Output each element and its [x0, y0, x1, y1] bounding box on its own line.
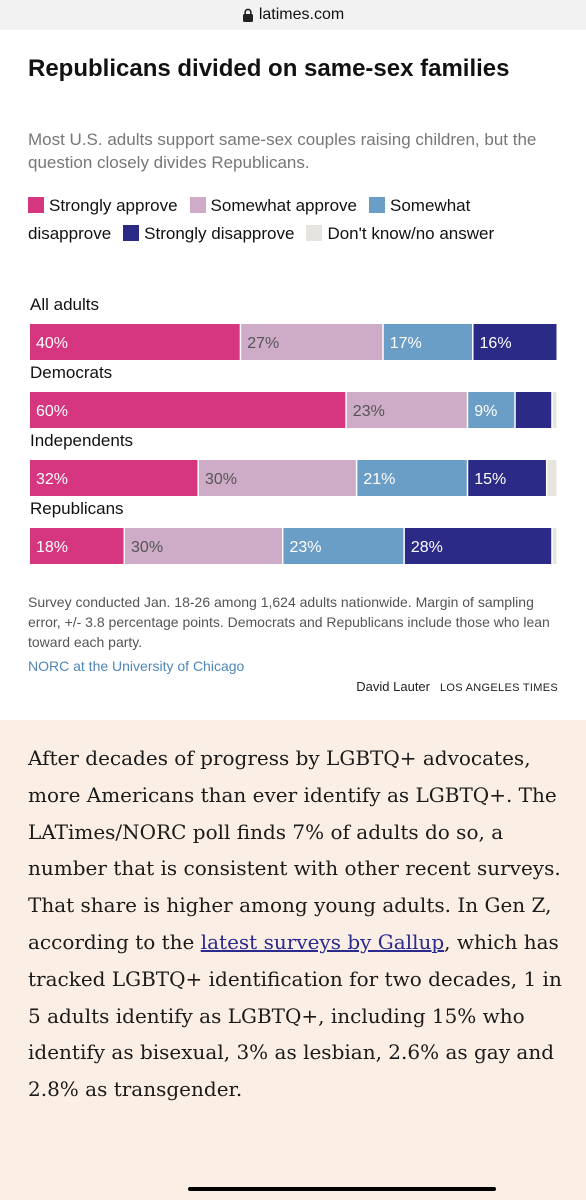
stacked-bar-chart: All adults 40% 27% 17% 16% Democrats 60% 23% 9% I…	[30, 295, 557, 564]
chart-card: Republicans divided on same-sex families…	[0, 30, 586, 720]
bar-segment	[515, 392, 552, 428]
legend-item: Don't know/no answer	[306, 224, 494, 243]
data-label: 9%	[474, 403, 497, 420]
chart-footnote: Survey conducted Jan. 18-26 among 1,624 …	[28, 594, 550, 650]
bar-segment	[547, 460, 557, 496]
gallup-survey-link[interactable]: latest surveys by Gallup	[200, 929, 445, 954]
url-display[interactable]: latimes.com	[242, 6, 344, 24]
url-text: latimes.com	[258, 6, 345, 23]
bar-segment	[241, 324, 383, 360]
chart-subtitle: Most U.S. adults support same-sex couple…	[28, 130, 537, 172]
bar-segment	[468, 460, 546, 496]
data-label: 17%	[390, 335, 422, 352]
data-label: 30%	[131, 539, 163, 556]
bar-segment	[198, 460, 356, 496]
bar-segment	[30, 460, 198, 496]
category-label: All adults	[30, 295, 99, 314]
data-label: 23%	[289, 539, 321, 556]
bar-segment	[30, 324, 240, 360]
legend-item: Strongly approve	[28, 196, 178, 215]
bar-segment	[552, 528, 557, 564]
legend-label: Strongly disapprove	[144, 224, 295, 243]
data-label: 60%	[36, 403, 68, 420]
bar-segment	[468, 392, 515, 428]
chart-credit: David Lauter LOS ANGELES TIMES	[0, 678, 558, 697]
article-text-2: , which has tracked LGBTQ+ identificatio…	[28, 929, 562, 1102]
legend-swatch	[306, 225, 323, 241]
legend-label: Somewhat disapprove	[28, 196, 471, 243]
chart-legend: Strongly approve Somewhat approve Somewhat…	[28, 192, 558, 248]
bar-segment	[125, 528, 282, 564]
credit-brand: LOS ANGELES TIMES	[440, 682, 558, 694]
legend-label: Strongly approve	[49, 196, 178, 215]
bar-segment	[346, 392, 467, 428]
chart-title: Republicans divided on same-sex families	[28, 55, 510, 82]
bar-segment	[383, 324, 473, 360]
bar-segment	[552, 392, 557, 428]
data-label: 32%	[36, 471, 68, 488]
legend-swatch	[369, 197, 386, 213]
chart-source: NORC at the University of Chicago	[28, 658, 245, 674]
bar-segment	[283, 528, 404, 564]
data-label: 30%	[205, 471, 237, 488]
lock-icon	[242, 8, 253, 22]
bar-segment	[473, 324, 557, 360]
category-label: Independents	[30, 431, 133, 450]
data-label: 40%	[36, 335, 68, 352]
category-label: Republicans	[30, 499, 124, 518]
bar-segment	[30, 528, 124, 564]
credit-author: David Lauter	[356, 679, 430, 694]
browser-url-bar[interactable]: latimes.com	[0, 0, 586, 31]
legend-item: Somewhat approve	[189, 196, 358, 215]
article-text-1: After decades of progress by LGBTQ+ advo…	[28, 746, 561, 954]
legend-swatch	[189, 197, 206, 213]
data-label: 21%	[363, 471, 395, 488]
article-paragraph: After decades of progress by LGBTQ+ advo…	[28, 740, 563, 1108]
legend-swatch	[123, 225, 140, 241]
data-label: 28%	[411, 539, 443, 556]
data-label: 27%	[247, 335, 279, 352]
text-selection-handle[interactable]	[188, 1187, 496, 1191]
data-label: 16%	[480, 335, 512, 352]
bar-segment	[30, 392, 346, 428]
data-label: 15%	[474, 471, 506, 488]
legend-item: Strongly disapprove	[123, 224, 294, 243]
legend-label: Somewhat approve	[210, 196, 358, 215]
bar-segment	[357, 460, 467, 496]
legend-item: Somewhat disapprove	[28, 196, 470, 243]
legend-label: Don't know/no answer	[327, 224, 495, 243]
data-label: 18%	[36, 539, 68, 556]
category-label: Democrats	[30, 363, 112, 382]
bar-segment	[404, 528, 552, 564]
legend-swatch	[28, 197, 44, 213]
data-label: 23%	[353, 403, 385, 420]
